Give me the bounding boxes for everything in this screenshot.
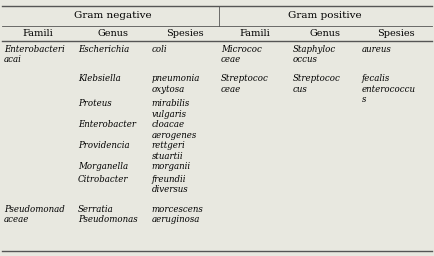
Text: Genus: Genus [309, 29, 340, 38]
Text: Streptococ
cus: Streptococ cus [293, 74, 340, 94]
Text: freundii
diversus: freundii diversus [151, 175, 188, 194]
Text: rettgeri
stuartii: rettgeri stuartii [151, 141, 185, 161]
Text: Famili: Famili [240, 29, 270, 38]
Text: Citrobacter: Citrobacter [78, 175, 128, 184]
Text: pneumonia
oxytosa: pneumonia oxytosa [151, 74, 200, 94]
Text: morcescens
aeruginosa: morcescens aeruginosa [151, 205, 203, 224]
Text: Micrococ
ceae: Micrococ ceae [221, 45, 262, 64]
Text: Genus: Genus [97, 29, 128, 38]
Text: Enterobacter: Enterobacter [78, 120, 136, 129]
Text: fecalis
enterococcu
s: fecalis enterococcu s [362, 74, 416, 104]
Text: Gram negative: Gram negative [74, 11, 151, 20]
Text: morganii: morganii [151, 162, 191, 171]
Text: Morganella: Morganella [78, 162, 128, 171]
Text: Spesies: Spesies [166, 29, 203, 38]
Text: Serratia
Pseudomonas: Serratia Pseudomonas [78, 205, 137, 224]
Text: mirabilis
vulgaris: mirabilis vulgaris [151, 99, 190, 119]
Text: Pseudomonad
aceae: Pseudomonad aceae [4, 205, 65, 224]
Text: cloacae
aerogenes: cloacae aerogenes [151, 120, 197, 140]
Text: Famili: Famili [23, 29, 53, 38]
Text: Spesies: Spesies [377, 29, 414, 38]
Text: Klebsiella: Klebsiella [78, 74, 121, 83]
Text: Staphyloc
occus: Staphyloc occus [293, 45, 336, 64]
Text: aureus: aureus [362, 45, 392, 54]
Text: Escherichia: Escherichia [78, 45, 129, 54]
Text: Enterobacteri
acai: Enterobacteri acai [4, 45, 65, 64]
Text: Providencia: Providencia [78, 141, 129, 150]
Text: Gram positive: Gram positive [288, 11, 362, 20]
Text: coli: coli [151, 45, 167, 54]
Text: Proteus: Proteus [78, 99, 111, 108]
Text: Streptococ
ceae: Streptococ ceae [221, 74, 269, 94]
